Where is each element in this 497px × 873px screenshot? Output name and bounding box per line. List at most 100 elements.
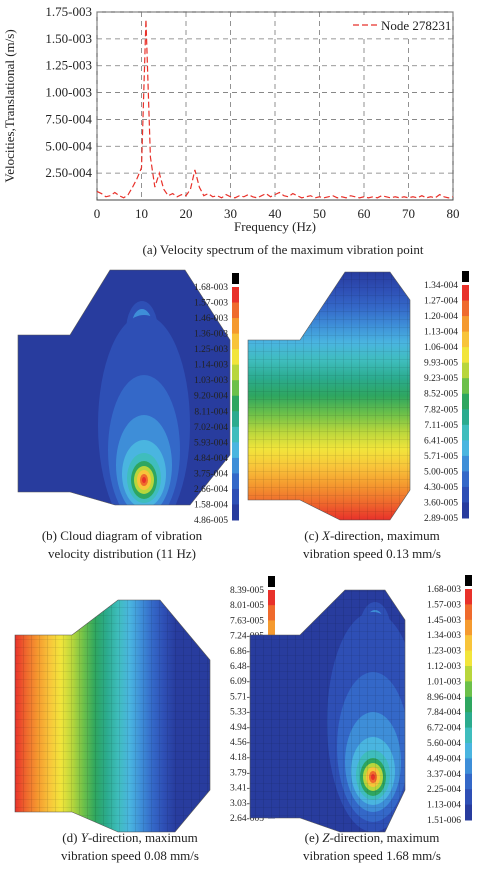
y-tick-label: 1.75-003 — [45, 4, 92, 19]
colorbar-label: 1.57-003 — [194, 299, 228, 309]
x-tick-label: 40 — [269, 206, 282, 221]
colorbar-label: 3.37-004 — [427, 770, 461, 780]
colorbar-segment — [232, 287, 239, 304]
colorbar-label: 1.58-004 — [194, 500, 228, 510]
colorbar-label: 3.41-005 — [230, 784, 264, 794]
x-axis-title: Frequency (Hz) — [234, 219, 316, 234]
colorbar-segment — [462, 455, 469, 472]
colorbar-label: 9.23-005 — [424, 374, 458, 384]
x-tick-label: 10 — [135, 206, 148, 221]
colorbar-label: 1.46-003 — [194, 314, 228, 324]
colorbar-segment — [462, 300, 469, 317]
caption-part: -direction, maximum — [330, 528, 440, 543]
colorbar-label: 8.52-005 — [424, 390, 458, 400]
colorbar-label: 1.13-004 — [427, 801, 461, 811]
colorbar-label: 7.24-005 — [230, 632, 264, 642]
colorbar-label: 4.49-004 — [427, 754, 461, 764]
colorbar-segment — [465, 743, 472, 759]
colorbar-label: 1.36-003 — [194, 330, 228, 340]
colorbar-label: 4.56-005 — [230, 738, 264, 748]
colorbar-segment — [465, 666, 472, 682]
caption-part: velocity distribution (11 Hz) — [48, 546, 196, 561]
caption: (a) Velocity spectrum of the maximum vib… — [142, 242, 423, 257]
colorbar-cap — [268, 576, 275, 587]
colorbar-label: 4.18-005 — [230, 753, 264, 763]
x-tick-label: 30 — [224, 206, 237, 221]
caption: vibration speed 0.08 mm/s — [61, 848, 199, 863]
caption-part: vibration speed 1.68 mm/s — [303, 848, 441, 863]
colorbar-segment — [462, 362, 469, 379]
colorbar-label: 1.25-003 — [194, 345, 228, 355]
caption: velocity distribution (11 Hz) — [48, 546, 196, 561]
colorbar-label: 8.96-004 — [427, 693, 461, 703]
colorbar-label: 5.71-005 — [230, 692, 264, 702]
colorbar-segment — [465, 619, 472, 636]
colorbar-label: 7.84-004 — [427, 708, 461, 718]
colorbar-segment — [462, 393, 469, 410]
colorbar-label: 5.33-005 — [230, 708, 264, 718]
outline — [247, 271, 411, 521]
colorbar-segment — [465, 804, 472, 821]
colorbar-label: 5.93-004 — [194, 438, 228, 448]
colorbar-label: 4.94-005 — [230, 723, 264, 733]
y-tick-label: 1.00-003 — [45, 85, 92, 100]
x-tick-label: 20 — [180, 206, 193, 221]
colorbar-segment — [232, 411, 239, 428]
colorbar-label: 1.68-003 — [194, 283, 228, 293]
mesh — [248, 272, 410, 520]
colorbar-label: 3.79-005 — [230, 768, 264, 778]
colorbar-segment — [465, 712, 472, 729]
caption: vibration speed 0.13 mm/s — [303, 546, 441, 561]
colorbar-segment — [462, 424, 469, 441]
colorbar-cap — [465, 575, 472, 586]
colorbar-label: 2.66-004 — [194, 485, 228, 495]
colorbar-label: 3.75-004 — [194, 469, 228, 479]
colorbar-label: 1.06-004 — [424, 343, 458, 353]
colorbar-segment — [462, 378, 469, 395]
colorbar-segment — [465, 773, 472, 790]
colorbar-label: 7.63-005 — [230, 616, 264, 626]
colorbar-label: 6.09-005 — [230, 677, 264, 687]
y-tick-label: 1.50-003 — [45, 31, 92, 46]
colorbar-label: 1.45-003 — [427, 616, 461, 626]
colorbar-segment — [462, 347, 469, 364]
caption: (b) Cloud diagram of vibration — [42, 528, 203, 543]
colorbar-label: 1.12-003 — [427, 662, 461, 672]
colorbar-segment — [465, 650, 472, 667]
colorbar-label: 8.39-005 — [230, 586, 264, 596]
x-tick-label: 80 — [447, 206, 460, 221]
colorbar-segment — [465, 727, 472, 744]
colorbar-label: 1.51-006 — [427, 816, 461, 826]
colorbar-label: 1.27-004 — [424, 297, 458, 307]
caption: (e) Z-direction, maximum — [305, 830, 440, 845]
colorbar-segment — [232, 442, 239, 459]
colorbar-segment — [268, 590, 275, 606]
colorbar-segment — [232, 395, 239, 412]
colorbar-segment — [462, 440, 469, 457]
colorbar-label: 2.64-005 — [230, 814, 264, 824]
colorbar-segment — [462, 316, 469, 333]
colorbar-label: 2.25-004 — [427, 785, 461, 795]
colorbar-label: 1.68-003 — [427, 585, 461, 595]
colorbar-segment — [232, 488, 239, 505]
colorbar-segment — [232, 473, 239, 490]
colorbar-segment — [462, 486, 469, 503]
caption-part: Y — [81, 830, 90, 845]
colorbar-cap — [462, 271, 469, 282]
caption: (d) Y-direction, maximum — [62, 830, 197, 845]
colorbar-segment — [465, 681, 472, 698]
caption-part: vibration speed 0.08 mm/s — [61, 848, 199, 863]
colorbar-segment — [268, 605, 275, 621]
x-tick-label: 70 — [402, 206, 415, 221]
colorbar-label: 5.00-005 — [424, 467, 458, 477]
colorbar-label: 1.57-003 — [427, 600, 461, 610]
colorbar-label: 8.01-005 — [230, 601, 264, 611]
caption: vibration speed 1.68 mm/s — [303, 848, 441, 863]
colorbar-label: 1.34-004 — [424, 281, 458, 291]
colorbar-label: 4.86-005 — [194, 516, 228, 526]
colorbar-label: 5.71-005 — [424, 452, 458, 462]
colorbar-segment — [462, 409, 469, 426]
colorbar-segment — [232, 349, 239, 366]
y-tick-label: 1.25-003 — [45, 58, 92, 73]
